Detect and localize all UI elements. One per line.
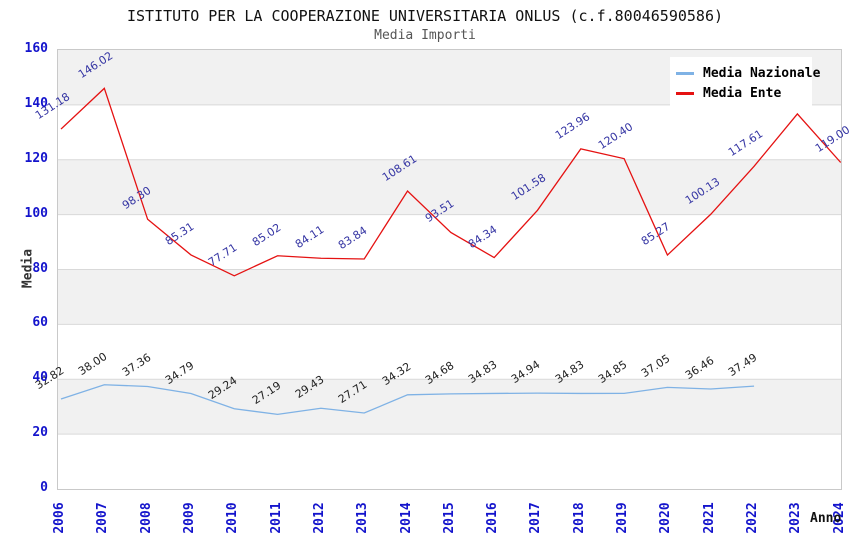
chart-canvas (58, 87, 841, 435)
x-tick-label: 2010 (225, 502, 241, 534)
x-tick-label: 2019 (615, 502, 631, 534)
legend-item-label: Media Ente (703, 85, 782, 101)
y-tick-label: 100 (24, 205, 48, 221)
y-tick-label: 60 (32, 315, 48, 331)
x-tick-label: 2011 (268, 502, 284, 534)
y-tick-label: 0 (40, 480, 48, 495)
x-tick-label: 2007 (95, 502, 111, 534)
legend-item: Media Ente (676, 83, 806, 103)
y-tick-label: 140 (24, 95, 48, 111)
x-tick-label: 2015 (441, 502, 457, 534)
legend-item-label: Media Nazionale (703, 65, 821, 81)
y-axis-title: Media (20, 248, 36, 289)
series-line-media-nazionale (60, 384, 755, 416)
legend: Media Nazionale Media Ente (670, 57, 820, 108)
x-axis-title: Anno (810, 511, 842, 526)
x-tick-label: 2017 (528, 502, 544, 534)
legend-swatch-media-ente-icon (676, 91, 694, 95)
plot-area (57, 49, 842, 490)
page-title: ISTITUTO PER LA COOPERAZIONE UNIVERSITAR… (126, 7, 724, 25)
x-tick-label: 2013 (355, 502, 371, 534)
y-tick-label: 120 (24, 150, 48, 166)
y-tick-label: 160 (24, 41, 48, 56)
y-tick-label: 20 (32, 425, 48, 441)
x-tick-label: 2009 (181, 502, 197, 534)
x-tick-label: 2022 (745, 502, 761, 534)
series-line-media-ente (60, 87, 841, 277)
x-tick-label: 2021 (701, 502, 717, 534)
x-tick-label: 2016 (485, 502, 501, 534)
x-tick-label: 2012 (311, 502, 327, 534)
x-tick-label: 2006 (52, 502, 67, 534)
x-tick-label: 2018 (571, 502, 587, 534)
x-tick-label: 2020 (658, 502, 674, 534)
legend-swatch-media-nazionale-icon (676, 71, 694, 75)
legend-item: Media Nazionale (676, 63, 820, 83)
x-tick-label: 2014 (398, 502, 414, 534)
y-tick-label: 40 (32, 370, 48, 386)
x-tick-label: 2023 (788, 502, 804, 534)
page-subtitle: Media Importi (374, 28, 476, 43)
x-tick-label: 2008 (138, 502, 154, 534)
